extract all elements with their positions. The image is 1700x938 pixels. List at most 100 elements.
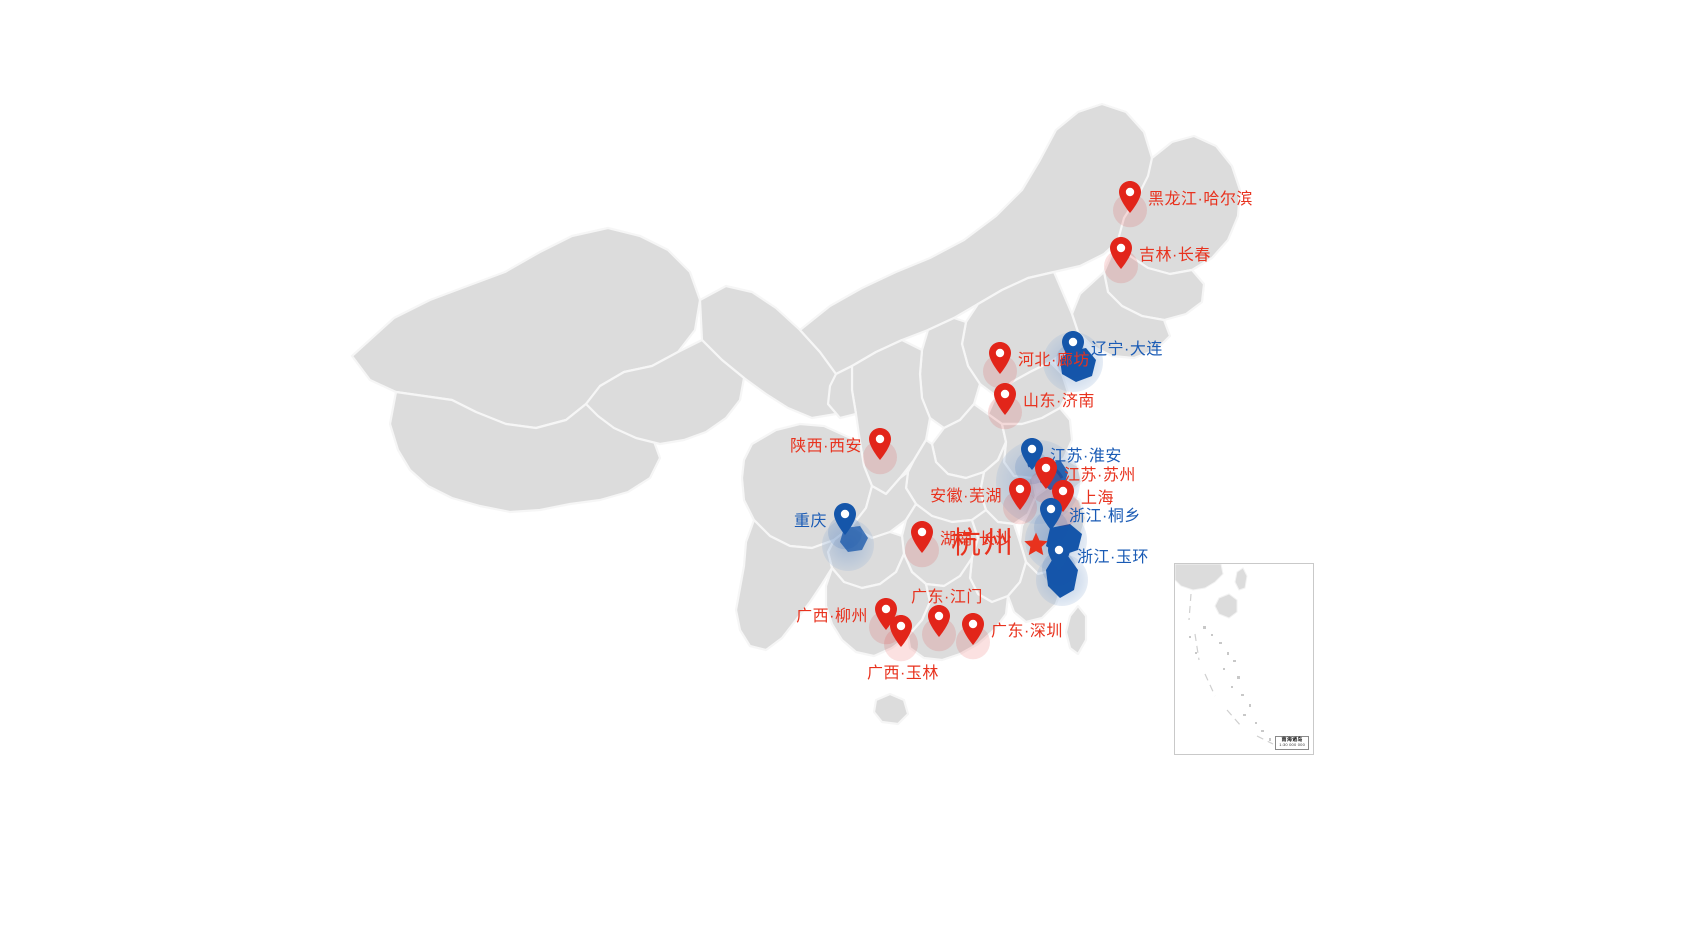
map-marker[interactable] (1042, 539, 1076, 586)
inset-map-svg (1175, 564, 1313, 754)
inset-scale-title: 南海诸岛 (1281, 736, 1303, 743)
inset-islet (1237, 676, 1240, 679)
map-pin-icon (911, 521, 933, 553)
map-marker[interactable] (905, 521, 939, 568)
map-marker-label: 辽宁·大连 (1091, 341, 1163, 358)
inset-scale-ratio: 1:30 000 000 (1279, 742, 1305, 748)
inset-mainland (1175, 564, 1224, 591)
map-marker[interactable] (1104, 237, 1138, 284)
province-yunnan (734, 518, 836, 652)
map-pin-icon (1009, 478, 1031, 510)
map-pin-icon (1062, 331, 1084, 363)
inset-islet (1219, 642, 1222, 644)
inset-islet (1223, 668, 1225, 670)
map-marker-label: 广东·江门 (911, 589, 983, 606)
red-star-icon (1024, 532, 1048, 556)
map-marker[interactable] (884, 615, 918, 662)
capital-label: 杭州 (951, 527, 1015, 560)
map-marker-label: 山东·济南 (1023, 393, 1095, 410)
map-pin-icon (1035, 457, 1057, 489)
province-taiwan (1064, 604, 1088, 656)
province-heilongjiang (1116, 134, 1242, 276)
map-marker-label: 广西·玉林 (867, 665, 939, 682)
map-marker-label: 安徽·芜湖 (930, 488, 1002, 505)
inset-islet (1243, 714, 1246, 716)
marker-pin (1034, 457, 1058, 489)
map-pin-icon (994, 383, 1016, 415)
map-marker-label: 陕西·西安 (790, 438, 862, 455)
map-marker-label: 吉林·长春 (1139, 247, 1211, 264)
marker-pin (1118, 181, 1142, 213)
marker-pin (1109, 237, 1133, 269)
map-marker[interactable] (1113, 181, 1147, 228)
map-pin-icon (834, 503, 856, 535)
inset-islet (1231, 686, 1233, 688)
map-pin-icon (1048, 539, 1070, 571)
inset-islet (1249, 704, 1251, 707)
inset-islet (1195, 652, 1197, 654)
map-marker[interactable] (922, 605, 956, 652)
marker-pin (910, 521, 934, 553)
province-ningxia (826, 364, 858, 420)
accent-chongqing (840, 526, 868, 552)
inset-islet (1227, 652, 1229, 655)
marker-pin (927, 605, 951, 637)
map-marker[interactable] (1034, 498, 1068, 545)
inset-islet (1241, 694, 1244, 696)
map-marker-label: 河北·廊坊 (1018, 352, 1090, 369)
marker-pin (1047, 539, 1071, 571)
marker-pin (988, 342, 1012, 374)
map-marker-label: 浙江·玉环 (1077, 549, 1149, 566)
map-marker-label: 浙江·桐乡 (1069, 508, 1141, 525)
province-qinghai (584, 338, 746, 446)
inset-nine-dash-line (1188, 593, 1274, 745)
marker-pin (868, 428, 892, 460)
map-pin-icon (989, 342, 1011, 374)
marker-pin (1008, 478, 1032, 510)
map-marker[interactable] (983, 342, 1017, 389)
marker-pin (889, 615, 913, 647)
marker-pin (833, 503, 857, 535)
map-pin-icon (928, 605, 950, 637)
map-pin-icon (1119, 181, 1141, 213)
map-pin-icon (1040, 498, 1062, 530)
map-pin-icon (1110, 237, 1132, 269)
map-marker-label: 上海 (1081, 490, 1115, 507)
inset-islet (1233, 660, 1236, 662)
map-marker[interactable] (828, 503, 862, 550)
map-marker-label: 江苏·淮安 (1050, 448, 1122, 465)
marker-pin (1039, 498, 1063, 530)
map-marker-label: 江苏·苏州 (1064, 467, 1136, 484)
map-pin-icon (869, 428, 891, 460)
map-pin-icon (962, 613, 984, 645)
inset-islet (1211, 634, 1213, 636)
inset-taiwan-strip (1234, 567, 1248, 591)
inset-scale-legend: 南海诸岛 1:30 000 000 (1275, 735, 1309, 750)
map-marker[interactable] (956, 613, 990, 660)
province-tibet (388, 390, 662, 514)
inset-islet (1203, 626, 1206, 629)
inset-islet (1189, 636, 1191, 638)
map-marker-label: 广西·柳州 (796, 608, 868, 625)
marker-pin (993, 383, 1017, 415)
inset-hainan (1214, 593, 1238, 619)
map-marker[interactable] (988, 383, 1022, 430)
map-marker-label: 黑龙江·哈尔滨 (1148, 191, 1253, 208)
inset-islet (1255, 722, 1257, 724)
capital-marker-hangzhou[interactable]: 杭州 (951, 529, 1049, 559)
map-marker-label: 重庆 (793, 513, 827, 530)
marker-pin (961, 613, 985, 645)
map-marker-label: 广东·深圳 (991, 623, 1063, 640)
map-marker-label: 湖南·长沙 (940, 531, 1012, 548)
accent-yuhuan (1046, 556, 1078, 598)
south-china-sea-inset: 南海诸岛 1:30 000 000 (1174, 563, 1314, 755)
map-marker[interactable] (863, 428, 897, 475)
province-hainan (872, 692, 910, 726)
inset-islet (1269, 738, 1271, 741)
map-pin-icon (890, 615, 912, 647)
map-marker[interactable] (1003, 478, 1037, 525)
